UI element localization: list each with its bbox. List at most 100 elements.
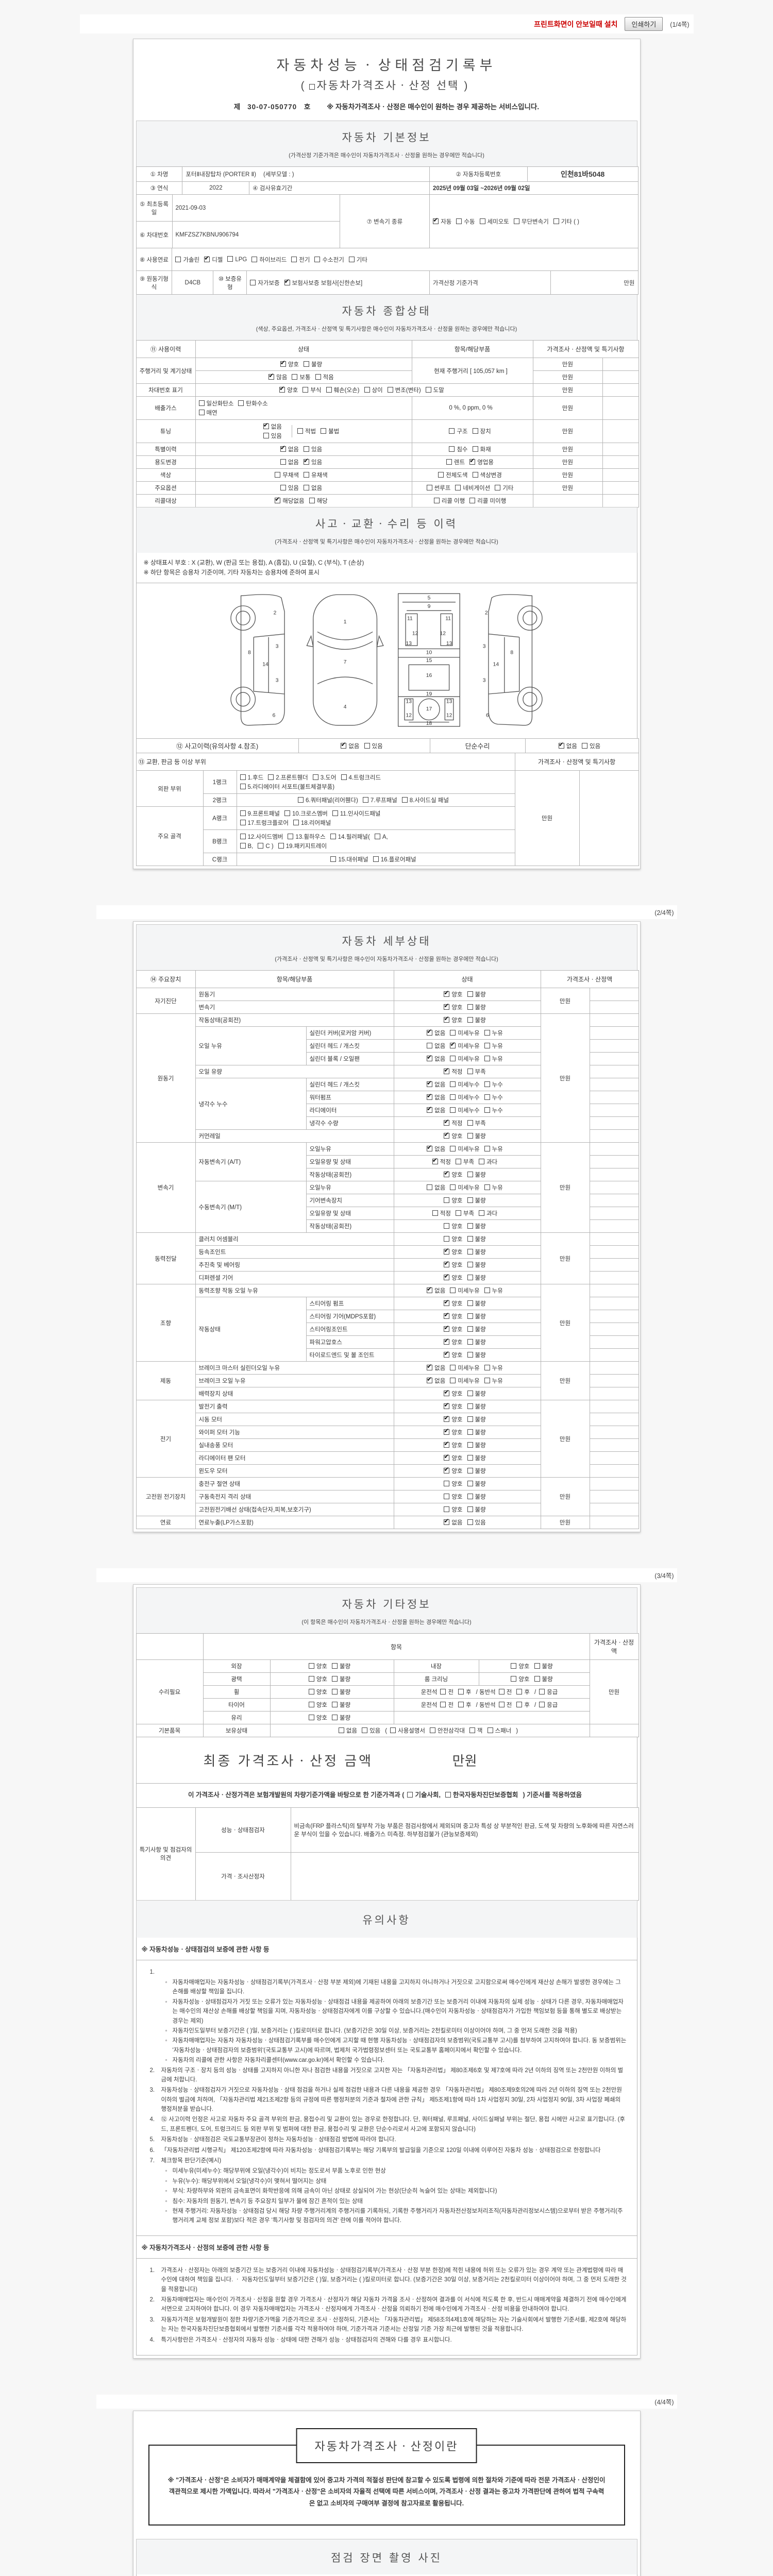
checkbox[interactable] (553, 218, 559, 224)
checkbox[interactable] (304, 446, 309, 452)
checkbox-option[interactable]: 전 (440, 1688, 453, 1696)
checkbox-option[interactable]: 미세누유 (450, 1183, 480, 1192)
checkbox-option[interactable]: 양호 (444, 1235, 463, 1243)
checkbox-option[interactable]: 양호 (444, 1388, 463, 1398)
checkbox[interactable] (444, 1466, 450, 1474)
checkbox[interactable] (427, 1092, 433, 1100)
checkbox[interactable] (432, 1210, 438, 1216)
checkbox[interactable] (315, 374, 321, 380)
checkbox-option[interactable]: 기타 (348, 256, 367, 264)
checkbox[interactable] (440, 1689, 446, 1695)
checkbox-option[interactable]: 디젤 (204, 255, 223, 264)
checkbox[interactable] (513, 218, 519, 224)
checkbox[interactable] (444, 1494, 450, 1500)
checkbox[interactable] (444, 1337, 450, 1345)
checkbox[interactable] (467, 1468, 473, 1474)
checkbox[interactable] (479, 1159, 485, 1165)
checkbox-option[interactable]: 하이브리드 (251, 256, 287, 264)
checkbox-option[interactable]: 무단변속기 (513, 217, 549, 226)
checkbox[interactable] (444, 1197, 450, 1204)
checkbox-option[interactable]: 과다 (479, 1158, 497, 1166)
checkbox[interactable] (444, 1015, 450, 1023)
checkbox-option[interactable]: 없음 (427, 1092, 445, 1101)
checkbox[interactable] (534, 1676, 540, 1682)
checkbox[interactable] (427, 1028, 433, 1036)
checkbox[interactable] (467, 1519, 473, 1526)
checkbox[interactable] (332, 1676, 338, 1682)
checkbox-option[interactable]: 양호 (308, 1688, 327, 1696)
checkbox-option[interactable]: 탄화수소 (238, 399, 268, 408)
checkbox[interactable] (467, 1133, 473, 1139)
checkbox-option[interactable]: 자동 (433, 216, 451, 226)
checkbox[interactable] (458, 1689, 464, 1695)
checkbox[interactable] (278, 843, 284, 849)
checkbox[interactable] (455, 1159, 461, 1165)
checkbox[interactable] (373, 856, 379, 862)
checkbox-option[interactable]: 누유 (484, 1286, 503, 1295)
checkbox-option[interactable]: 가솔린 (175, 256, 199, 264)
checkbox[interactable] (321, 428, 327, 434)
checkbox-option[interactable]: 불량 (467, 1415, 486, 1423)
checkbox[interactable] (292, 374, 298, 380)
checkbox[interactable] (467, 1120, 473, 1126)
checkbox-option[interactable]: 불량 (332, 1701, 350, 1709)
checkbox-option[interactable]: 후 (458, 1701, 472, 1709)
checkbox-option[interactable]: 불량 (467, 1248, 486, 1256)
checkbox-option[interactable]: 양호 (444, 1505, 463, 1514)
checkbox-option[interactable]: 적음 (315, 373, 334, 381)
checkbox-option[interactable]: 부족 (467, 1067, 486, 1076)
checkbox-option[interactable]: 불량 (467, 1261, 486, 1269)
checkbox[interactable] (444, 1223, 450, 1229)
checkbox-option[interactable]: 양호 (444, 1002, 463, 1011)
checkbox[interactable] (444, 1311, 450, 1319)
checkbox-option[interactable]: 색상변경 (472, 471, 502, 479)
checkbox-option[interactable]: 양호 (444, 1131, 463, 1140)
checkbox[interactable] (303, 387, 309, 393)
checkbox[interactable] (332, 1689, 338, 1695)
checkbox[interactable] (198, 400, 205, 406)
checkbox[interactable] (280, 459, 286, 465)
checkbox[interactable] (440, 1702, 446, 1708)
checkbox[interactable] (467, 1481, 473, 1487)
checkbox[interactable] (444, 1273, 450, 1281)
checkbox[interactable] (449, 428, 455, 434)
checkbox-option[interactable]: 양호 (511, 1662, 530, 1670)
checkbox[interactable] (444, 1118, 450, 1126)
checkbox-option[interactable]: 8.사이드실 패널 (401, 796, 449, 804)
checkbox-option[interactable]: 전체도색 (438, 471, 468, 479)
checkbox[interactable] (308, 1676, 314, 1682)
checkbox-option[interactable]: 보통 (292, 373, 311, 381)
checkbox[interactable] (250, 279, 256, 285)
checkbox-option[interactable]: 누수 (484, 1093, 503, 1101)
checkbox-option[interactable]: 도말 (425, 386, 444, 394)
checkbox[interactable] (511, 1676, 517, 1682)
checkbox-option[interactable]: 누수 (484, 1080, 503, 1089)
checkbox[interactable] (458, 1702, 464, 1708)
checkbox-option[interactable]: 적정 (432, 1209, 451, 1217)
checkbox[interactable] (309, 498, 315, 503)
checkbox-option[interactable]: 양호 (308, 1675, 327, 1683)
checkbox[interactable] (427, 1043, 433, 1049)
checkbox[interactable] (444, 1453, 450, 1461)
checkbox-option[interactable]: 17.트렁크플로어 (240, 819, 289, 827)
checkbox[interactable] (444, 1350, 450, 1358)
checkbox-option[interactable]: 1.후드 (240, 773, 263, 782)
checkbox[interactable] (450, 1365, 456, 1371)
checkbox-option[interactable]: 한국자동차진단보증협회 (445, 1790, 518, 1801)
checkbox[interactable] (534, 1663, 540, 1669)
checkbox-option[interactable]: 세미오토 (479, 217, 509, 226)
checkbox[interactable] (450, 1146, 456, 1152)
checkbox-option[interactable]: 양호 (444, 1427, 463, 1436)
checkbox-option[interactable]: 누유 (484, 1364, 503, 1372)
checkbox-option[interactable]: 과다 (479, 1209, 497, 1217)
checkbox[interactable] (341, 774, 347, 781)
checkbox[interactable] (198, 410, 205, 415)
checkbox-option[interactable]: 14.필러패널( (330, 833, 370, 841)
checkbox-option[interactable]: 불량 (467, 1312, 486, 1320)
checkbox[interactable] (484, 1056, 490, 1062)
checkbox[interactable] (275, 472, 281, 478)
checkbox[interactable] (495, 485, 501, 490)
checkbox-option[interactable]: 리콜 이행 (433, 497, 465, 505)
checkbox[interactable] (175, 256, 181, 262)
checkbox-option[interactable]: 있음 (582, 742, 600, 750)
